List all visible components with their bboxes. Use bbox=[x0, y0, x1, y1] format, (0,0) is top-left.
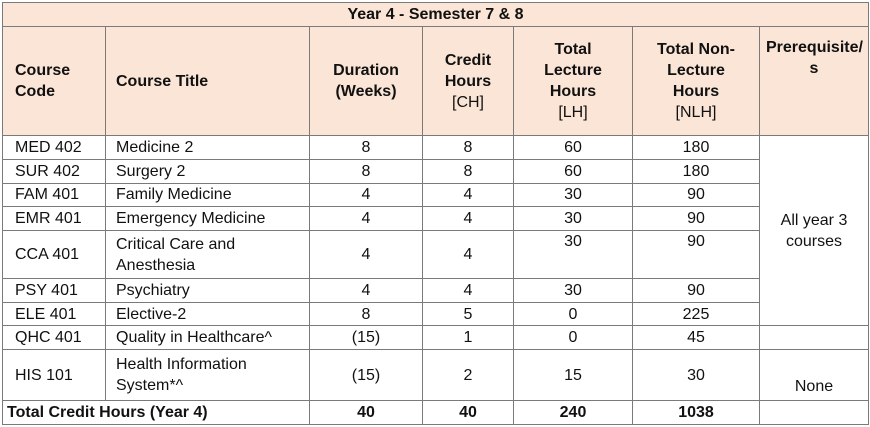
credit-hours: 4 bbox=[422, 229, 514, 280]
lecture-hours: 60 bbox=[513, 135, 633, 161]
course-code: FAM 401 bbox=[2, 182, 106, 208]
table-row: CCA 401 Critical Care and Anesthesia 4 4… bbox=[2, 229, 869, 280]
credit-hours: 8 bbox=[422, 159, 514, 184]
duration-weeks: 8 bbox=[309, 135, 423, 161]
course-title: Emergency Medicine bbox=[105, 206, 310, 231]
lecture-hours: 15 bbox=[513, 348, 633, 402]
header-course-code: Course Code bbox=[2, 25, 106, 137]
prerequisites-group-2 bbox=[759, 325, 869, 350]
credit-hours: 4 bbox=[422, 182, 514, 208]
non-lecture-hours: 90 bbox=[632, 229, 760, 280]
lecture-hours: 30 bbox=[513, 206, 633, 231]
table-row: HIS 101 Health Information System*^ (15)… bbox=[2, 348, 869, 402]
credit-hours: 4 bbox=[422, 206, 514, 231]
duration-weeks: (15) bbox=[309, 325, 423, 350]
table-row: EMR 401 Emergency Medicine 4 4 30 90 bbox=[2, 206, 869, 231]
lecture-hours: 60 bbox=[513, 159, 633, 184]
lecture-hours: 0 bbox=[513, 325, 633, 350]
lecture-hours: 30 bbox=[513, 278, 633, 303]
total-prerequisites bbox=[759, 400, 869, 425]
header-non-lecture-hours: Total Non- Lecture Hours [NLH] bbox=[632, 25, 760, 137]
prerequisites-group-1: All year 3 courses bbox=[759, 135, 869, 327]
duration-weeks: 4 bbox=[309, 182, 423, 208]
credit-hours: 4 bbox=[422, 278, 514, 303]
course-title: Family Medicine bbox=[105, 182, 310, 208]
non-lecture-hours: 180 bbox=[632, 159, 760, 184]
course-code: PSY 401 bbox=[2, 278, 106, 303]
course-title: Surgery 2 bbox=[105, 159, 310, 184]
header-lecture-hours: Total Lecture Hours [LH] bbox=[513, 25, 633, 137]
duration-weeks: 4 bbox=[309, 229, 423, 280]
duration-weeks: (15) bbox=[309, 348, 423, 402]
table-row: FAM 401 Family Medicine 4 4 30 90 bbox=[2, 182, 869, 208]
duration-weeks: 8 bbox=[309, 159, 423, 184]
table-row: SUR 402 Surgery 2 8 8 60 180 bbox=[2, 159, 869, 184]
course-title: Health Information System*^ bbox=[105, 348, 310, 402]
credit-hours: 8 bbox=[422, 135, 514, 161]
total-row: Total Credit Hours (Year 4) 40 40 240 10… bbox=[2, 400, 869, 425]
table-title: Year 4 - Semester 7 & 8 bbox=[2, 2, 869, 27]
table-row: QHC 401 Quality in Healthcare^ (15) 1 0 … bbox=[2, 325, 869, 350]
total-credit-hours: 40 bbox=[422, 400, 514, 425]
header-credit-hours: Credit Hours [CH] bbox=[422, 25, 514, 137]
course-code: EMR 401 bbox=[2, 206, 106, 231]
lecture-hours: 30 bbox=[513, 182, 633, 208]
non-lecture-hours: 225 bbox=[632, 301, 760, 327]
course-title: Psychiatry bbox=[105, 278, 310, 303]
non-lecture-hours: 180 bbox=[632, 135, 760, 161]
total-duration: 40 bbox=[309, 400, 423, 425]
credit-hours: 1 bbox=[422, 325, 514, 350]
prerequisites-group-3: None bbox=[759, 348, 869, 402]
course-title: Medicine 2 bbox=[105, 135, 310, 161]
course-code: HIS 101 bbox=[2, 348, 106, 402]
header-prerequisites: Prerequisite/ s bbox=[759, 25, 869, 137]
course-code: ELE 401 bbox=[2, 301, 106, 327]
non-lecture-hours: 90 bbox=[632, 278, 760, 303]
course-code: QHC 401 bbox=[2, 325, 106, 350]
header-course-title: Course Title bbox=[105, 25, 310, 137]
non-lecture-hours: 30 bbox=[632, 348, 760, 402]
non-lecture-hours: 90 bbox=[632, 206, 760, 231]
course-title: Critical Care and Anesthesia bbox=[105, 229, 310, 280]
non-lecture-hours: 90 bbox=[632, 182, 760, 208]
total-lecture-hours: 240 bbox=[513, 400, 633, 425]
non-lecture-hours: 45 bbox=[632, 325, 760, 350]
table-row: PSY 401 Psychiatry 4 4 30 90 bbox=[2, 278, 869, 303]
lecture-hours: 0 bbox=[513, 301, 633, 327]
duration-weeks: 8 bbox=[309, 301, 423, 327]
duration-weeks: 4 bbox=[309, 278, 423, 303]
lecture-hours: 30 bbox=[513, 229, 633, 280]
course-code: SUR 402 bbox=[2, 159, 106, 184]
course-code: CCA 401 bbox=[2, 229, 106, 280]
total-non-lecture-hours: 1038 bbox=[632, 400, 760, 425]
credit-hours: 5 bbox=[422, 301, 514, 327]
credit-hours: 2 bbox=[422, 348, 514, 402]
table-row: ELE 401 Elective-2 8 5 0 225 bbox=[2, 301, 869, 327]
header-duration: Duration (Weeks) bbox=[309, 25, 423, 137]
course-title: Elective-2 bbox=[105, 301, 310, 327]
course-code: MED 402 bbox=[2, 135, 106, 161]
duration-weeks: 4 bbox=[309, 206, 423, 231]
total-label: Total Credit Hours (Year 4) bbox=[2, 400, 310, 425]
course-title: Quality in Healthcare^ bbox=[105, 325, 310, 350]
table-row: MED 402 Medicine 2 8 8 60 180 All year 3… bbox=[2, 135, 869, 327]
